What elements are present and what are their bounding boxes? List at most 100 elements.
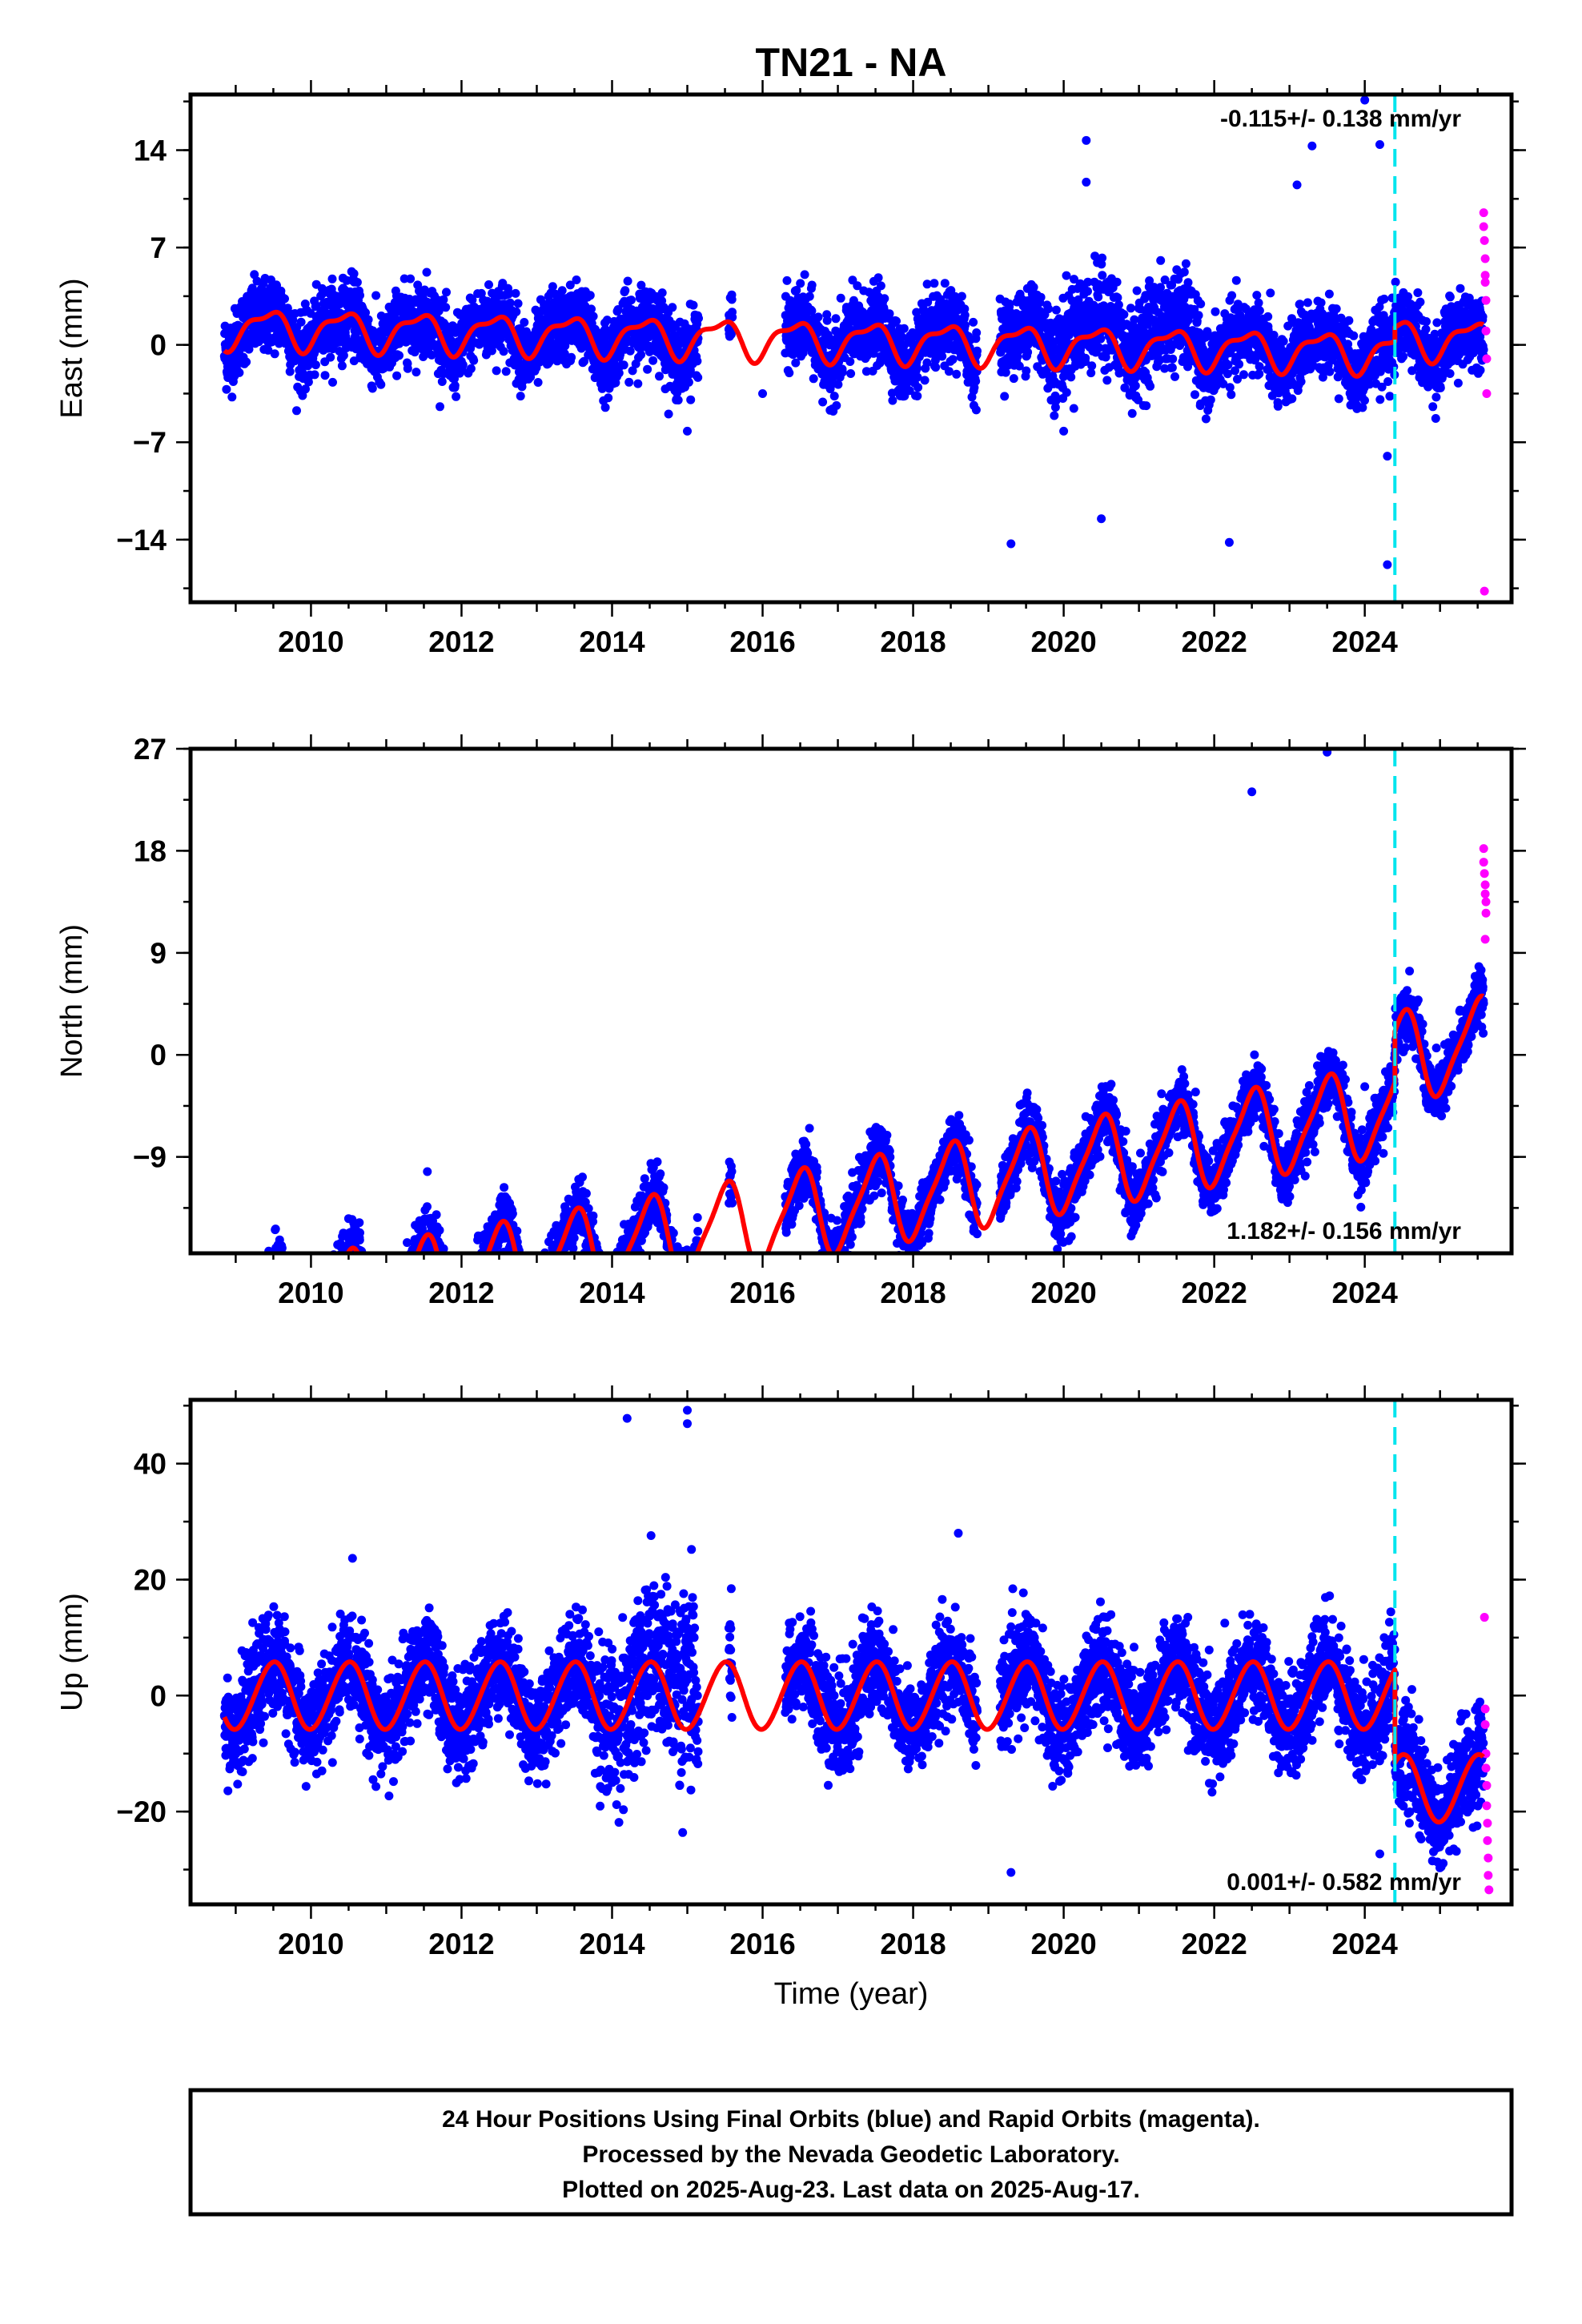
east-final-point (512, 307, 521, 316)
east-final-point (604, 393, 613, 403)
east-final-point (800, 270, 809, 279)
east-final-point (922, 358, 932, 368)
east-final-point (533, 378, 543, 387)
east-final-point (517, 382, 527, 392)
east-final-point (643, 364, 652, 374)
east-final-point (511, 288, 520, 298)
east-final-point (436, 402, 444, 412)
east-final-point (1239, 370, 1248, 380)
east-final-point (548, 282, 557, 292)
east-final-point (1227, 291, 1237, 300)
east-final-point (1296, 377, 1306, 386)
east-final-point (585, 291, 595, 300)
east-final-point (1252, 291, 1262, 300)
east-final-point (940, 279, 950, 288)
east-final-point (1331, 304, 1341, 314)
east-final-point (913, 364, 921, 373)
east-final-point (1168, 354, 1178, 364)
east-final-point (892, 316, 901, 326)
panels-group: 2010 2012 2014 2016 2018 2020 2022 2024−14−7071… (55, 80, 1526, 1960)
east-final-point (1087, 361, 1097, 371)
east-final-point (516, 392, 525, 401)
east-panel: 2010 2012 2014 2016 2018 2020 2022 2024−14−7071… (55, 80, 1526, 658)
east-final-point (668, 303, 677, 312)
east-final-point (1062, 388, 1071, 397)
east-final-point (1344, 316, 1354, 325)
east-final-point (1098, 253, 1107, 263)
east-final-point (846, 369, 856, 378)
east-final-point (1009, 374, 1018, 384)
east-final-point (1102, 376, 1112, 385)
east-final-point (371, 291, 381, 300)
east-final-point (1273, 401, 1283, 411)
east-final-point (442, 287, 451, 297)
east-final-point (422, 267, 432, 277)
east-final-point (412, 368, 421, 377)
east-final-point (1156, 255, 1166, 265)
east-final-point (572, 275, 581, 284)
east-final-point (1096, 334, 1106, 344)
east-final-point (1114, 300, 1123, 310)
east-final-point (831, 314, 841, 324)
east-final-point (624, 377, 634, 387)
east-final-point (636, 350, 646, 360)
east-final-point (952, 369, 962, 379)
east-final-point (588, 312, 598, 321)
east-final-point (684, 377, 693, 387)
east-final-point (888, 396, 897, 405)
east-final-point (468, 296, 477, 304)
east-final-point (913, 392, 922, 400)
east-final-point (807, 280, 817, 290)
east-final-point (328, 377, 337, 387)
east-final-point (1023, 348, 1033, 357)
east-final-point (686, 395, 696, 404)
east-final-point (427, 350, 436, 360)
east-final-point (1227, 390, 1236, 400)
east-final-point (1316, 298, 1326, 308)
east-final-point (805, 292, 814, 301)
east-final-point (1303, 298, 1312, 308)
east-final-point (726, 330, 736, 339)
east-final-point (546, 338, 556, 348)
east-final-point (439, 295, 448, 304)
east-final-point (673, 396, 683, 405)
east-final-point (971, 405, 981, 415)
east-final-point (1254, 298, 1263, 308)
east-final-point (655, 372, 664, 381)
east-final-point (930, 279, 939, 288)
east-final-point (623, 276, 632, 286)
east-final-point (664, 409, 673, 419)
east-final-point (504, 288, 514, 298)
east-final-point (311, 360, 320, 370)
east-final-point (452, 392, 461, 401)
east-final-point (1130, 381, 1140, 391)
east-final-point (1255, 362, 1264, 372)
east-final-point (469, 356, 479, 365)
east-final-point (960, 311, 970, 320)
east-final-point (242, 357, 251, 367)
east-final-point (1119, 310, 1129, 320)
east-final-point (1196, 300, 1206, 308)
east-final-point (339, 351, 348, 360)
east-final-point (235, 368, 244, 377)
east-final-point (832, 400, 841, 410)
east-final-point (619, 360, 628, 370)
east-final-point (1081, 353, 1090, 363)
east-final-point (337, 361, 347, 371)
east-final-point (355, 291, 364, 300)
east-final-point (899, 324, 909, 333)
east-final-point (520, 318, 529, 327)
chart-title: TN21 - NA (756, 40, 947, 85)
east-final-point (1130, 315, 1139, 324)
east-final-point (492, 366, 501, 376)
east-final-point (567, 352, 576, 362)
east-final-point (957, 292, 966, 301)
east-final-point (285, 367, 295, 376)
east-final-point (1167, 363, 1177, 372)
east-final-point (880, 294, 889, 304)
east-final-point (1206, 395, 1215, 404)
east-final-point (633, 379, 643, 388)
east-final-point (311, 300, 321, 310)
east-final-point (782, 275, 792, 285)
